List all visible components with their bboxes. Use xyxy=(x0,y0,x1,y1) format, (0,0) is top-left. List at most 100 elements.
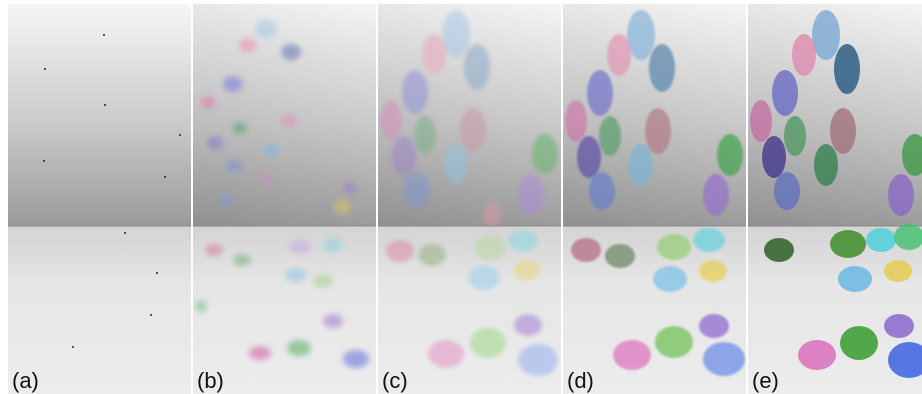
ellipsoid xyxy=(587,70,613,116)
ellipsoid xyxy=(894,224,922,250)
ellipsoid xyxy=(750,100,772,142)
ellipsoid xyxy=(888,342,922,378)
ellipsoid xyxy=(607,34,631,76)
wall-floor-seam xyxy=(193,225,376,227)
ellipsoid xyxy=(414,116,436,154)
ellipsoid xyxy=(571,238,601,262)
ellipsoid xyxy=(577,136,601,178)
point-mark xyxy=(72,346,74,348)
ellipsoid xyxy=(627,10,655,60)
ellipsoid xyxy=(482,202,502,226)
ellipsoid xyxy=(838,266,872,292)
splat xyxy=(223,76,243,92)
ellipsoid xyxy=(884,314,914,338)
panel-e: (e) xyxy=(748,4,922,394)
splat xyxy=(201,96,215,108)
ellipsoid xyxy=(649,44,675,92)
ellipsoid xyxy=(830,108,856,154)
point-mark xyxy=(164,176,166,178)
ellipsoid xyxy=(428,340,464,368)
splat xyxy=(207,136,223,150)
ellipsoid xyxy=(866,228,896,252)
wall-surface xyxy=(8,4,191,226)
splat xyxy=(195,300,207,312)
floor-surface xyxy=(8,226,191,394)
splat xyxy=(219,194,233,206)
ellipsoid xyxy=(888,174,914,216)
splat xyxy=(343,350,369,368)
ellipsoid xyxy=(418,244,446,266)
splat xyxy=(249,346,271,360)
ellipsoid xyxy=(518,174,544,214)
panel-label: (a) xyxy=(12,368,39,393)
ellipsoid xyxy=(703,342,745,376)
panel-a: (a) xyxy=(8,4,191,394)
ellipsoid xyxy=(599,116,621,156)
splat xyxy=(239,38,257,52)
point-mark xyxy=(179,134,181,136)
ellipsoid xyxy=(402,70,428,114)
ellipsoid xyxy=(830,230,866,258)
ellipsoid xyxy=(764,238,794,262)
ellipsoid xyxy=(464,44,490,90)
ellipsoid xyxy=(605,244,635,268)
point-mark xyxy=(103,34,105,36)
ellipsoid xyxy=(460,108,486,152)
splat xyxy=(233,254,251,266)
splat xyxy=(313,274,333,288)
ellipsoid xyxy=(470,328,506,358)
splat xyxy=(289,240,311,254)
splat xyxy=(285,268,307,282)
panel-label: (b) xyxy=(197,368,224,393)
ellipsoid xyxy=(902,134,922,176)
ellipsoid xyxy=(699,314,729,338)
ellipsoid xyxy=(629,144,653,186)
ellipsoid xyxy=(444,144,468,184)
ellipsoid xyxy=(518,344,558,376)
splat xyxy=(233,122,247,134)
ellipsoid xyxy=(474,236,506,260)
ellipsoid xyxy=(884,260,912,282)
ellipsoid xyxy=(774,172,800,210)
splat xyxy=(287,340,311,356)
ellipsoid xyxy=(717,134,743,176)
panel-b: (b) xyxy=(193,4,376,394)
point-mark xyxy=(150,314,152,316)
ellipsoid xyxy=(834,44,860,94)
ellipsoid xyxy=(840,326,878,360)
ellipsoid xyxy=(762,136,786,178)
splat xyxy=(323,314,343,328)
panel-d: (d) xyxy=(563,4,746,394)
ellipsoid xyxy=(386,240,414,262)
splat xyxy=(333,200,351,214)
point-mark xyxy=(44,68,46,70)
ellipsoid xyxy=(442,10,470,58)
splat xyxy=(281,114,297,128)
ellipsoid xyxy=(404,172,430,208)
ellipsoid xyxy=(613,340,651,370)
wall-floor-seam xyxy=(378,225,561,227)
ellipsoid xyxy=(653,266,687,292)
ellipsoid xyxy=(532,134,558,174)
ellipsoid xyxy=(792,34,816,76)
ellipsoid xyxy=(655,326,693,358)
ellipsoid xyxy=(657,234,691,260)
ellipsoid xyxy=(380,100,402,140)
ellipsoid xyxy=(693,228,725,252)
point-mark xyxy=(104,104,106,106)
panel-label: (c) xyxy=(382,368,408,393)
ellipsoid xyxy=(508,230,538,252)
splat xyxy=(225,160,243,172)
point-mark xyxy=(43,160,45,162)
panel-label: (d) xyxy=(567,368,594,393)
splat xyxy=(323,238,343,252)
ellipsoid xyxy=(514,260,540,280)
ellipsoid xyxy=(703,174,729,216)
ellipsoid xyxy=(784,116,806,156)
ellipsoid xyxy=(699,260,727,282)
wall-floor-seam xyxy=(563,225,746,227)
splat xyxy=(255,20,277,38)
splat xyxy=(205,244,223,256)
ellipsoid xyxy=(565,100,587,142)
